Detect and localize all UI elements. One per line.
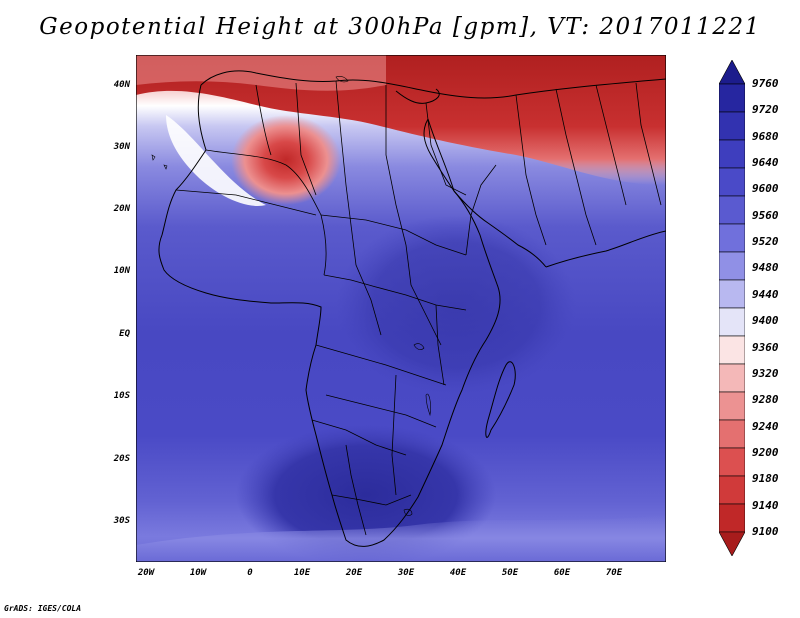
lon-label-70e: 70E [605, 568, 623, 578]
colorbar-swatch [719, 307, 745, 337]
high-ridge-north [136, 55, 666, 185]
islands-and-lakes [151, 76, 431, 516]
lon-label-10w: 10W [189, 568, 207, 578]
colorbar-label: 9400 [752, 314, 779, 328]
lon-label-30e: 30E [397, 568, 415, 578]
colorbar-swatch [719, 363, 745, 393]
colorbar-top-arrow [719, 60, 745, 85]
colorbar-label: 9680 [752, 129, 779, 143]
lat-label-10n: 10N [113, 266, 130, 276]
colorbar-bottom-arrow [719, 531, 745, 556]
lat-label-20n: 20N [113, 204, 130, 214]
high-center-sahara [231, 115, 341, 205]
colorbar-swatch [719, 279, 745, 309]
colorbar-label: 9720 [752, 103, 779, 117]
geopotential-height-map [136, 55, 666, 562]
colorbar-label: 9600 [752, 182, 779, 196]
southern-gradient [136, 515, 666, 562]
colorbar [719, 60, 745, 556]
colorbar-swatch [719, 475, 745, 505]
colorbar-swatch [719, 223, 745, 253]
lat-label-10s: 10S [113, 391, 130, 401]
colorbar-swatch [719, 111, 745, 141]
lon-label-60e: 60E [553, 568, 571, 578]
colorbar-label: 9560 [752, 208, 779, 222]
lon-label-20w: 20W [137, 568, 155, 578]
colorbar-swatch [719, 251, 745, 281]
lon-label-0: 0 [247, 568, 253, 578]
lat-label-eq: EQ [119, 329, 130, 339]
low-center-central [336, 215, 576, 395]
colorbar-label: 9280 [752, 393, 779, 407]
grads-credit: GrADS: IGES/COLA [4, 604, 82, 613]
lon-label-40e: 40E [449, 568, 467, 578]
coastlines [158, 70, 666, 547]
colorbar-label: 9100 [752, 525, 779, 538]
country-borders [175, 80, 662, 536]
lon-label-10e: 10E [293, 568, 311, 578]
colorbar-label: 9360 [752, 340, 779, 354]
colorbar-swatch [719, 391, 745, 421]
lat-label-30n: 30N [113, 142, 130, 152]
lat-label-40n: 40N [113, 80, 130, 90]
colorbar-label: 9520 [752, 235, 779, 249]
colorbar-label: 9440 [752, 287, 779, 301]
colorbar-label: 9320 [752, 366, 779, 380]
colorbar-swatch [719, 419, 745, 449]
colorbar-label: 9760 [752, 77, 779, 90]
colorbar-swatch [719, 335, 745, 365]
lat-label-20s: 20S [113, 454, 130, 464]
colorbar-swatch [719, 503, 745, 533]
lat-label-30s: 30S [113, 516, 130, 526]
colorbar-swatch [719, 447, 745, 477]
map-title: Geopotential Height at 300hPa [gpm], VT:… [39, 14, 761, 40]
lon-label-50e: 50E [501, 568, 519, 578]
colorbar-swatch [719, 139, 745, 169]
white-tongue-west [166, 115, 266, 206]
colorbar-swatch [719, 167, 745, 197]
colorbar-label: 9240 [752, 419, 779, 433]
colorbar-label: 9180 [752, 472, 779, 486]
colorbar-swatch [719, 83, 745, 113]
colorbar-label: 9640 [752, 156, 779, 170]
colorbar-label: 9200 [752, 445, 779, 459]
colorbar-label: 9480 [752, 261, 779, 275]
colorbar-swatch [719, 195, 745, 225]
lon-label-20e: 20E [345, 568, 363, 578]
colorbar-label: 9140 [752, 498, 779, 512]
